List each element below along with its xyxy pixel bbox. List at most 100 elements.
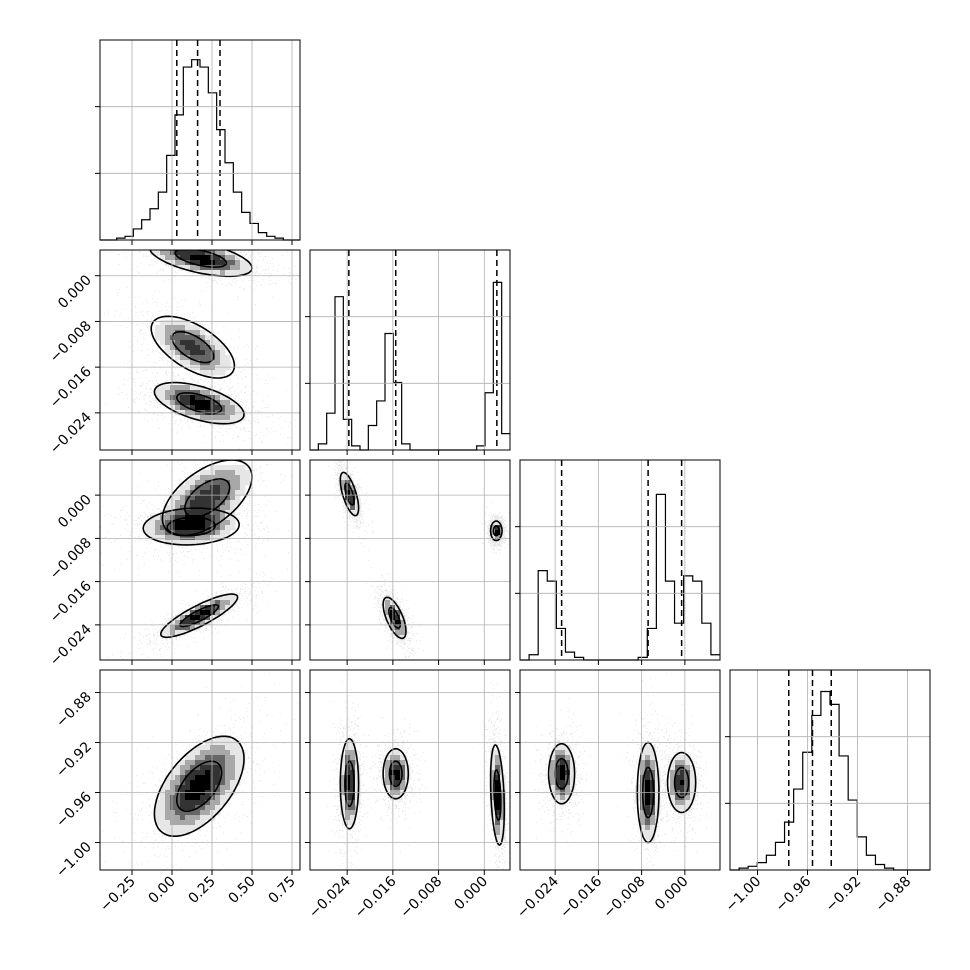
scatter-panel-0-1 bbox=[103, 250, 300, 450]
density-cell bbox=[185, 825, 191, 831]
density-cell bbox=[155, 325, 161, 331]
density-cell bbox=[400, 760, 406, 766]
density-cell bbox=[210, 795, 216, 801]
density-cell bbox=[160, 385, 166, 391]
density-cell bbox=[175, 620, 181, 626]
density-cell bbox=[210, 755, 216, 761]
density-cell bbox=[225, 360, 231, 366]
density-cell bbox=[640, 755, 646, 761]
contour-0-1-1-1 bbox=[150, 315, 236, 379]
density-cell bbox=[215, 775, 221, 781]
density-cell bbox=[205, 520, 211, 526]
contour-0-3-0-1 bbox=[153, 735, 245, 837]
density-cell bbox=[235, 485, 241, 491]
density-cell bbox=[215, 480, 221, 486]
density-cell bbox=[345, 750, 351, 756]
density-cell bbox=[385, 765, 391, 771]
density-cell bbox=[225, 415, 231, 421]
density-cell bbox=[195, 510, 201, 516]
density-cell bbox=[230, 260, 236, 266]
density-cell bbox=[170, 630, 176, 636]
density-cell bbox=[195, 615, 201, 621]
density-cell bbox=[170, 250, 176, 256]
density-cell bbox=[220, 270, 226, 276]
density-cell bbox=[200, 785, 206, 791]
density-cell bbox=[395, 610, 401, 616]
density-cell bbox=[185, 360, 191, 366]
density-cell bbox=[225, 270, 231, 276]
density-cell bbox=[215, 475, 221, 481]
density-cell bbox=[225, 355, 231, 361]
density-cell bbox=[500, 795, 506, 801]
density-cell bbox=[200, 500, 206, 506]
density-cell bbox=[645, 805, 651, 811]
density-cell bbox=[190, 345, 196, 351]
density-cell bbox=[195, 755, 201, 761]
density-cell bbox=[350, 750, 356, 756]
density-cell bbox=[210, 810, 216, 816]
density-cell bbox=[180, 335, 186, 341]
density-cell bbox=[690, 785, 696, 791]
density-cell bbox=[220, 365, 226, 371]
density-cell bbox=[185, 325, 191, 331]
density-cell bbox=[690, 795, 696, 801]
density-cell bbox=[200, 480, 206, 486]
density-cell bbox=[220, 535, 226, 541]
density-cell bbox=[170, 345, 176, 351]
density-cell bbox=[175, 320, 181, 326]
density-cell bbox=[645, 810, 651, 816]
histogram-1 bbox=[310, 281, 510, 451]
density-cell bbox=[205, 810, 211, 816]
y-tick-label-3-0: −1.00 bbox=[53, 839, 95, 881]
density-cell bbox=[215, 755, 221, 761]
density-cell bbox=[495, 785, 501, 791]
contour-1-2-2-1 bbox=[489, 520, 503, 542]
panel-frame-0-3 bbox=[99, 669, 301, 871]
density-cell bbox=[645, 835, 651, 841]
density-cell bbox=[195, 350, 201, 356]
density-cell bbox=[685, 800, 691, 806]
density-cell bbox=[220, 525, 226, 531]
density-cell bbox=[170, 800, 176, 806]
density-cell bbox=[215, 345, 221, 351]
density-cell bbox=[345, 475, 351, 481]
contour-1-2-1-1 bbox=[382, 596, 407, 640]
density-cell bbox=[185, 815, 191, 821]
density-cell bbox=[235, 255, 241, 261]
panel-frame-0-0 bbox=[99, 39, 301, 241]
density-cell bbox=[165, 515, 171, 521]
density-cell bbox=[490, 795, 496, 801]
density-cell bbox=[155, 800, 161, 806]
density-cell bbox=[200, 395, 206, 401]
density-cell bbox=[230, 470, 236, 476]
density-cell bbox=[340, 475, 346, 481]
density-cell bbox=[495, 800, 501, 806]
density-cell bbox=[670, 770, 676, 776]
density-cell bbox=[160, 785, 166, 791]
density-cell bbox=[500, 805, 506, 811]
density-cell bbox=[640, 750, 646, 756]
density-cell bbox=[350, 500, 356, 506]
density-cell bbox=[200, 340, 206, 346]
density-cell bbox=[650, 820, 656, 826]
density-cell bbox=[350, 815, 356, 821]
density-cell bbox=[215, 510, 221, 516]
density-cell bbox=[180, 360, 186, 366]
density-cell bbox=[215, 370, 221, 376]
density-cell bbox=[670, 800, 676, 806]
density-cell bbox=[565, 795, 571, 801]
x-tick-label-3-2: −0.92 bbox=[823, 874, 865, 916]
density-cell bbox=[690, 765, 696, 771]
density-cell bbox=[210, 500, 216, 506]
density-cell bbox=[230, 485, 236, 491]
density-cell bbox=[490, 765, 496, 771]
density-cell bbox=[235, 750, 241, 756]
density-cell bbox=[225, 495, 231, 501]
density-cell bbox=[180, 800, 186, 806]
density-cell bbox=[175, 260, 181, 266]
density-cell bbox=[160, 330, 166, 336]
density-cell bbox=[185, 335, 191, 341]
density-cell bbox=[205, 400, 211, 406]
density-cell bbox=[205, 795, 211, 801]
density-cell bbox=[190, 615, 196, 621]
